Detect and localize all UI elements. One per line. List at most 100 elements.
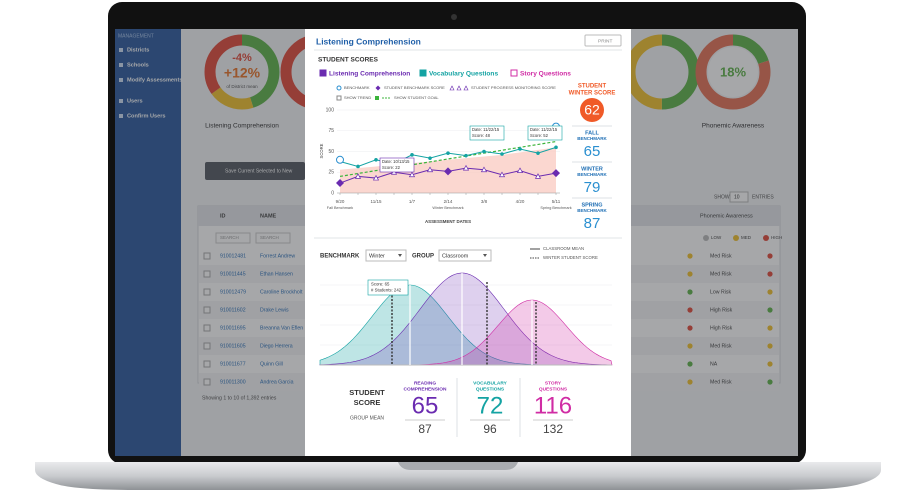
score-marker (428, 156, 432, 160)
risk-dot (687, 379, 693, 385)
print-button[interactable] (584, 34, 622, 47)
legend-label: CLASSROOM MEAN (543, 246, 584, 251)
select-value[interactable]: Classroom (442, 253, 469, 259)
risk-dot (767, 379, 773, 385)
search-placeholder[interactable]: SEARCH (260, 235, 279, 240)
sidebar-item[interactable]: Confirm Users (127, 113, 166, 119)
legend-checkbox[interactable] (336, 95, 342, 101)
modal: Listening Comprehension PRINT STUDENT SCOR… (305, 29, 631, 456)
save-button[interactable] (205, 162, 305, 180)
gauge-arc (204, 34, 280, 110)
x-tick-note: Winter Benchmark (432, 206, 463, 210)
sidebar-item[interactable]: Modify Assessments (127, 77, 182, 83)
column-title: STORY (545, 380, 562, 386)
filter-checkbox[interactable] (419, 69, 427, 77)
legend-label[interactable]: SHOW TREND (344, 95, 371, 100)
student-name: Forrest Andrew (260, 253, 295, 259)
select-value[interactable]: Winter (369, 253, 385, 259)
filter-label[interactable]: Vocabulary Questions (429, 70, 498, 77)
row-checkbox[interactable] (203, 252, 211, 260)
student-name: Breanna Van Eflen (260, 325, 303, 331)
x-tick-label: 9/20 (336, 199, 345, 204)
filter-checkbox[interactable] (319, 69, 327, 77)
search-box[interactable] (255, 232, 291, 244)
student-score: 72 (477, 392, 504, 419)
benchmark-marker (336, 155, 344, 164)
sidebar-item[interactable]: Schools (127, 62, 149, 68)
score-marker (482, 149, 486, 154)
x-tick-label: 5/11 (552, 199, 561, 204)
row-checkbox[interactable] (203, 288, 211, 296)
risk-dot (687, 289, 693, 295)
benchmark-score-marker (444, 167, 452, 176)
risk-text: High Risk (710, 325, 733, 331)
filter-checkbox[interactable] (510, 69, 518, 77)
progress-marker (372, 174, 380, 181)
control-label: BENCHMARK (320, 254, 360, 260)
legend-label[interactable]: SHOW STUDENT GOAL (394, 95, 439, 100)
row-checkbox[interactable] (203, 324, 211, 332)
filter-label[interactable]: Story Questions (520, 70, 571, 77)
student-score: 65 (412, 392, 439, 419)
legend-checkbox[interactable] (375, 96, 379, 100)
benchmark-score-marker (336, 179, 344, 188)
score-value: 62 (584, 102, 600, 118)
gauge-arc (204, 34, 280, 110)
section-title: STUDENT SCORES (318, 57, 379, 64)
gauge-value: +12% (224, 65, 261, 81)
risk-level: HIGH (771, 235, 782, 240)
legend-label: BENCHMARK (344, 85, 370, 90)
progress-marker (426, 166, 434, 173)
gauge-arc (695, 34, 771, 110)
x-tick-note: Spring Benchmark (540, 206, 571, 210)
show-select[interactable] (729, 191, 749, 203)
row-checkbox[interactable] (203, 360, 211, 368)
search-placeholder[interactable]: SEARCH (220, 235, 239, 240)
student-id: 910011602 (220, 307, 246, 313)
callout (469, 125, 505, 141)
risk-dot (687, 343, 693, 349)
filter-label[interactable]: Listening Comprehension (329, 70, 410, 77)
y-tick-label: 75 (328, 128, 334, 134)
student-id: 910012481 (220, 253, 246, 259)
summary-label: SCORE (354, 398, 381, 407)
print-label[interactable]: PRINT (598, 38, 612, 44)
student-id: 910011677 (220, 361, 246, 367)
risk-icon (733, 235, 739, 241)
risk-dot (767, 253, 773, 259)
select[interactable] (438, 249, 492, 262)
score-label: BENCHMARK (577, 172, 607, 177)
score-marker (554, 145, 558, 150)
row-checkbox[interactable] (203, 378, 211, 386)
select[interactable] (365, 249, 407, 262)
table-header-cell: NAME (260, 213, 277, 219)
row-checkbox[interactable] (203, 270, 211, 278)
show-label: SHOW (714, 194, 730, 200)
table-header-cell: Phonemic Awareness (700, 213, 753, 219)
student-id: 910011695 (220, 325, 246, 331)
sidebar-icon (119, 99, 123, 103)
row-checkbox[interactable] (203, 306, 211, 314)
student-id: 910011300 (220, 379, 246, 385)
search-box[interactable] (215, 232, 251, 244)
row-checkbox[interactable] (203, 342, 211, 350)
risk-text: Med Risk (710, 253, 732, 259)
risk-text: NA (710, 361, 718, 367)
group-mean: 132 (543, 422, 563, 436)
sidebar-icon (119, 63, 123, 67)
show-count[interactable]: 10 (734, 194, 740, 200)
sidebar-item[interactable]: Districts (127, 47, 149, 53)
risk-dot (767, 361, 773, 367)
risk-text: Med Risk (710, 343, 732, 349)
gauge-value: 18% (720, 64, 746, 79)
score-label: WINTER SCORE (569, 91, 616, 97)
base-notch (398, 462, 518, 470)
select-arrow (483, 254, 487, 257)
sidebar-icon (119, 78, 123, 82)
sidebar-item[interactable]: Users (127, 98, 143, 104)
callout (379, 157, 415, 173)
save-button-label[interactable]: Save Current Selected to New (225, 168, 293, 174)
tooltip-text: # Students: 242 (371, 288, 402, 293)
gauge-label: Phonemic Awareness (702, 123, 765, 130)
